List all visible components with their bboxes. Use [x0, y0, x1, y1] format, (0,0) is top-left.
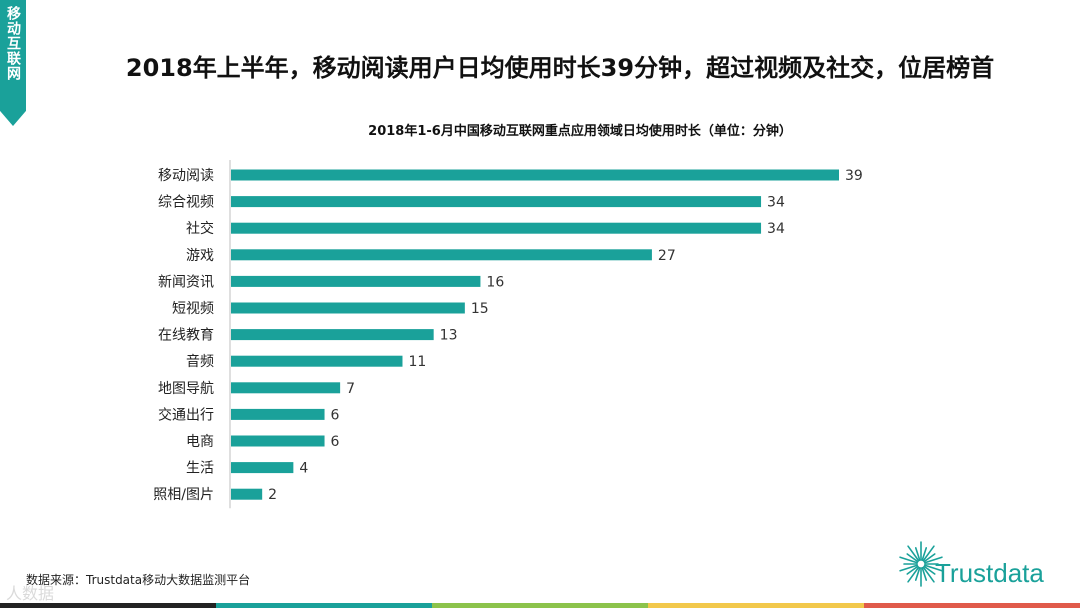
- section-tab-label: 移动互联网: [5, 6, 21, 81]
- value-label: 39: [845, 168, 863, 184]
- value-label: 7: [346, 381, 355, 397]
- value-label: 2: [268, 487, 277, 503]
- category-label: 交通出行: [158, 406, 214, 423]
- category-label: 照相/图片: [153, 487, 214, 503]
- bar: [231, 488, 263, 500]
- stripe-segment: [432, 603, 648, 608]
- bar: [231, 355, 403, 367]
- page-title: 2018年上半年，移动阅读用户日均使用时长39分钟，超过视频及社交，位居榜首: [125, 54, 995, 82]
- bar: [231, 382, 341, 394]
- value-label: 15: [471, 301, 489, 317]
- bar: [231, 302, 465, 314]
- category-label: 社交: [186, 220, 214, 237]
- value-label: 34: [767, 221, 785, 237]
- value-label: 6: [331, 407, 340, 423]
- logo-ray: [906, 565, 919, 575]
- logo-ray: [906, 553, 919, 563]
- stripe-segment: [216, 603, 432, 608]
- value-label: 34: [767, 195, 785, 211]
- bottom-stripe: [0, 603, 1080, 608]
- category-label: 短视频: [172, 301, 214, 317]
- logo-ray: [923, 565, 936, 575]
- logo-ray: [922, 566, 935, 583]
- value-label: 27: [658, 248, 676, 264]
- category-label: 新闻资讯: [158, 274, 214, 290]
- watermark: 人数据: [6, 584, 55, 603]
- logo-ray: [907, 566, 920, 583]
- bar: [231, 249, 652, 261]
- section-tab: 移动互联网: [0, 0, 26, 126]
- logo-ray: [921, 567, 928, 581]
- chart-title: 2018年1-6月中国移动互联网重点应用领域日均使用时长（单位：分钟）: [368, 124, 792, 139]
- stripe-segment: [0, 603, 216, 608]
- value-label: 4: [299, 461, 308, 477]
- logo-text: Trustdata: [935, 558, 1044, 588]
- category-label: 音频: [186, 353, 214, 370]
- source-note: 数据来源：Trustdata移动大数据监测平台: [26, 573, 251, 587]
- bar: [231, 222, 762, 234]
- logo-ray: [907, 545, 920, 562]
- bar: [231, 169, 839, 181]
- logo-ray: [899, 556, 918, 564]
- logo-ray: [924, 556, 943, 564]
- bar: [231, 435, 325, 447]
- logo-ray: [899, 564, 918, 572]
- bar: [231, 408, 325, 420]
- category-label: 地图导航: [158, 381, 214, 397]
- bar: [231, 275, 481, 287]
- bar: [231, 462, 294, 474]
- bar: [231, 329, 434, 341]
- logo-ray: [914, 567, 921, 581]
- bar: [231, 196, 762, 208]
- stripe-segment: [648, 603, 864, 608]
- value-label: 11: [408, 354, 426, 370]
- logo-ray: [923, 553, 936, 563]
- value-label: 6: [331, 434, 340, 450]
- category-label: 综合视频: [158, 195, 214, 211]
- logo-ray: [921, 547, 928, 561]
- category-label: 在线教育: [158, 328, 214, 344]
- logo-ray: [922, 545, 935, 562]
- logo-ray: [924, 564, 943, 572]
- category-label: 游戏: [186, 248, 214, 264]
- value-label: 16: [486, 274, 504, 290]
- category-label: 电商: [186, 434, 214, 450]
- value-label: 13: [440, 328, 458, 344]
- category-label: 生活: [186, 461, 214, 477]
- logo-ray: [914, 547, 921, 561]
- category-label: 移动阅读: [158, 167, 214, 184]
- stripe-segment: [864, 603, 1080, 608]
- trustdata-logo: [899, 541, 943, 587]
